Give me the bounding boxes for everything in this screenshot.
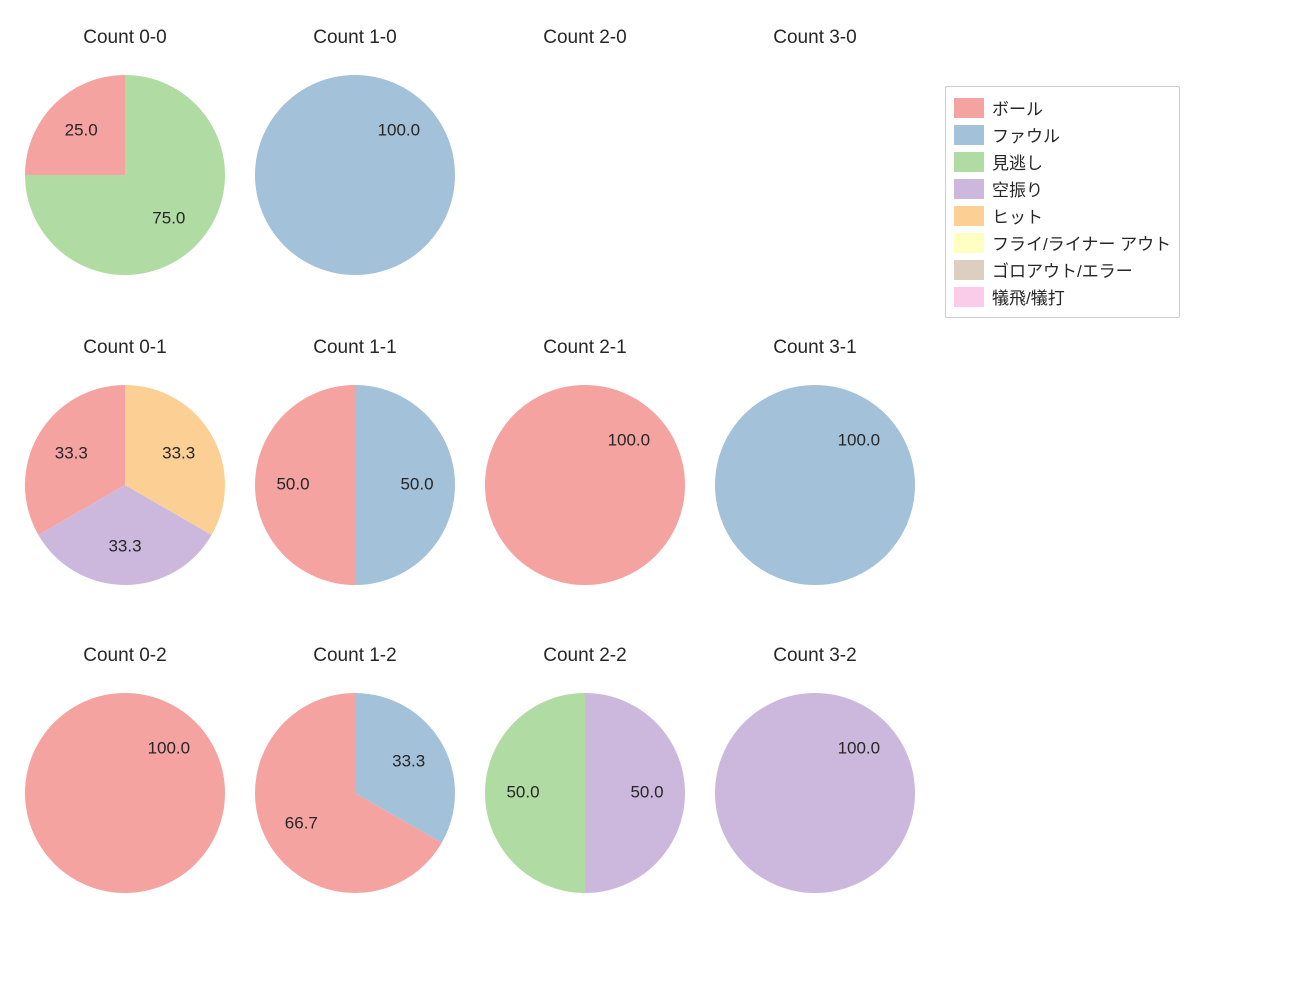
pie-slice <box>715 385 915 585</box>
pie-title: Count 1-2 <box>255 645 455 667</box>
legend-item: 空振り <box>954 176 1171 201</box>
legend-label: 犠飛/犠打 <box>992 284 1065 309</box>
pie-cell: Count 2-250.050.0 <box>485 693 685 893</box>
pie-slice <box>25 693 225 893</box>
pie-slice-label: 33.3 <box>392 751 425 770</box>
legend: ボールファウル見逃し空振りヒットフライ/ライナー アウトゴロアウト/エラー犠飛/… <box>945 86 1180 318</box>
pie-svg: 50.0 50.0 <box>485 693 685 893</box>
pie-cell: Count 3-1100.0 <box>715 385 915 585</box>
pie-slice-label: 75.0 <box>152 208 185 227</box>
legend-label: 空振り <box>992 176 1043 201</box>
legend-swatch <box>954 179 984 199</box>
pie-slice-label: 33.3 <box>108 536 141 555</box>
pie-title: Count 0-1 <box>25 337 225 359</box>
pie-slice-label: 50.0 <box>400 474 433 493</box>
legend-item: 見逃し <box>954 149 1171 174</box>
pie-slice-label: 25.0 <box>65 121 98 140</box>
pie-svg: 33.3 33.3 33.3 <box>25 385 225 585</box>
pie-svg: 100.0 <box>715 385 915 585</box>
pie-title: Count 3-2 <box>715 645 915 667</box>
pie-slice <box>715 693 915 893</box>
pie-cell: Count 0-133.333.333.3 <box>25 385 225 585</box>
pie-cell: Count 1-266.733.3 <box>255 693 455 893</box>
legend-label: ヒット <box>992 203 1043 228</box>
legend-item: ボール <box>954 95 1171 120</box>
legend-swatch <box>954 206 984 226</box>
legend-item: ゴロアウト/エラー <box>954 257 1171 282</box>
pie-cell: Count 1-0100.0 <box>255 75 455 275</box>
pie-slice-label: 50.0 <box>506 782 539 801</box>
pie-slice-label: 33.3 <box>162 443 195 462</box>
pie-cell: Count 2-1100.0 <box>485 385 685 585</box>
pie-cell: Count 0-025.075.0 <box>25 75 225 275</box>
pie-title: Count 2-0 <box>485 27 685 49</box>
pie-slice <box>485 385 685 585</box>
pie-svg: 66.7 33.3 <box>255 693 455 893</box>
legend-label: ボール <box>992 95 1043 120</box>
legend-swatch <box>954 287 984 307</box>
legend-label: フライ/ライナー アウト <box>992 230 1171 255</box>
pie-slice-label: 33.3 <box>55 443 88 462</box>
pie-cell: Count 2-0 <box>485 75 685 275</box>
legend-item: フライ/ライナー アウト <box>954 230 1171 255</box>
pie-title: Count 2-1 <box>485 337 685 359</box>
pie-slice-label: 66.7 <box>285 814 318 833</box>
legend-swatch <box>954 125 984 145</box>
pie-slice-label: 100.0 <box>608 431 651 450</box>
pie-title: Count 0-0 <box>25 27 225 49</box>
pie-svg: 50.0 50.0 <box>255 385 455 585</box>
legend-swatch <box>954 98 984 118</box>
pie-cell: Count 1-150.050.0 <box>255 385 455 585</box>
legend-item: ヒット <box>954 203 1171 228</box>
pie-svg <box>715 75 915 275</box>
legend-item: ファウル <box>954 122 1171 147</box>
pie-slice-label: 100.0 <box>378 121 421 140</box>
legend-swatch <box>954 260 984 280</box>
pie-cell: Count 0-2100.0 <box>25 693 225 893</box>
chart-grid: Count 0-025.075.0Count 1-0100.0Count 2-0… <box>0 0 1300 1000</box>
pie-slice <box>255 75 455 275</box>
pie-slice-label: 50.0 <box>630 782 663 801</box>
pie-slice-label: 100.0 <box>148 739 191 758</box>
legend-swatch <box>954 152 984 172</box>
pie-cell: Count 3-2100.0 <box>715 693 915 893</box>
pie-svg: 100.0 <box>715 693 915 893</box>
pie-svg <box>485 75 685 275</box>
pie-svg: 100.0 <box>25 693 225 893</box>
pie-slice-label: 100.0 <box>838 739 881 758</box>
pie-title: Count 3-1 <box>715 337 915 359</box>
pie-title: Count 1-1 <box>255 337 455 359</box>
pie-title: Count 3-0 <box>715 27 915 49</box>
pie-slice-label: 50.0 <box>276 474 309 493</box>
legend-swatch <box>954 233 984 253</box>
legend-label: 見逃し <box>992 149 1043 174</box>
pie-slice-label: 100.0 <box>838 431 881 450</box>
pie-svg: 100.0 <box>485 385 685 585</box>
pie-cell: Count 3-0 <box>715 75 915 275</box>
pie-title: Count 0-2 <box>25 645 225 667</box>
pie-svg: 25.0 75.0 <box>25 75 225 275</box>
pie-title: Count 1-0 <box>255 27 455 49</box>
pie-svg: 100.0 <box>255 75 455 275</box>
legend-label: ファウル <box>992 122 1060 147</box>
pie-title: Count 2-2 <box>485 645 685 667</box>
legend-label: ゴロアウト/エラー <box>992 257 1133 282</box>
legend-item: 犠飛/犠打 <box>954 284 1171 309</box>
